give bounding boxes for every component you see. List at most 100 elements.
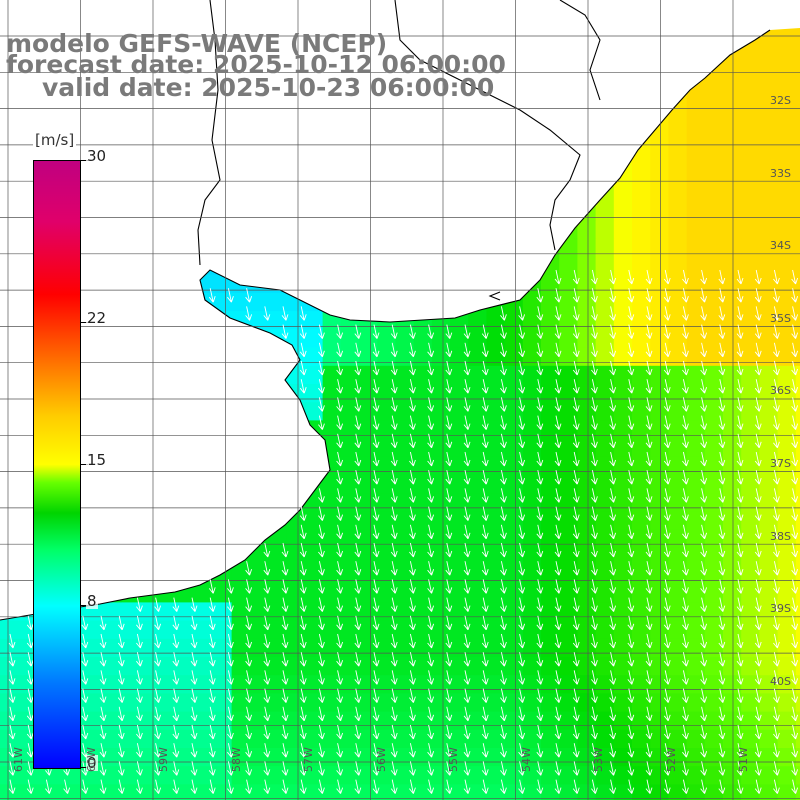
wind-arrow [354,397,362,412]
wind-arrow [318,779,325,794]
wind-arrow [390,324,398,339]
wind-cell [795,566,800,585]
wind-arrow [281,652,289,667]
wind-arrow [299,324,307,339]
wind-arrow [99,652,107,667]
wind-arrow [208,779,216,794]
wind-arrow [718,579,726,594]
wind-arrow [318,743,325,758]
wind-arrow [791,269,799,285]
wind-arrow [372,488,380,503]
wind-arrow [245,615,253,631]
wind-arrow [627,433,635,449]
wind-arrow [99,779,107,794]
wind-arrow [8,743,16,758]
uruguay-southern-brazil-land [0,0,800,620]
wind-arrow [572,451,580,467]
wind-arrow [299,597,307,612]
wind-arrow [281,597,289,612]
wind-cell [231,784,251,800]
wind-cell [632,256,651,276]
wind-arrow [409,324,416,339]
wind-arrow [609,379,617,394]
wind-arrow [81,688,89,703]
wind-arrow [609,433,617,449]
wind-arrow [572,397,580,412]
wind-arrow [718,597,726,612]
wind-arrow [627,451,635,467]
wind-arrow [318,524,325,540]
wind-arrow [227,288,234,303]
wind-arrow [518,743,526,758]
wind-cell [632,165,651,185]
wind-cell [795,638,800,658]
wind-arrow [791,342,799,358]
wind-arrow [682,688,689,703]
wind-arrow [773,433,780,449]
wind-cell [686,165,706,185]
wind-arrow [136,597,143,612]
wind-arrow [281,761,289,776]
wind-arrow [554,761,562,776]
wind-arrow [773,579,780,594]
wind-arrow [481,779,489,794]
wind-arrow [427,488,435,503]
wind-arrow [736,488,744,503]
wind-arrow [281,779,289,794]
wind-arrow [754,724,762,740]
wind-arrow [372,706,380,722]
wind-cell [759,256,779,276]
longitude-label: 57W [302,747,315,772]
longitude-label: 60W [84,747,98,772]
wind-arrow [736,269,744,285]
wind-arrow [500,451,507,467]
wind-cell [686,784,706,800]
wind-arrow [609,506,617,521]
wind-arrow [372,451,380,467]
wind-arrow [354,506,362,521]
wind-arrow [390,379,398,394]
wind-arrow [245,633,253,649]
wind-arrow [26,779,34,794]
wind-arrow [663,561,671,576]
wind-arrow [773,360,780,376]
wind-arrow [500,724,507,740]
wind-arrow [736,743,744,758]
wind-cell [650,147,669,167]
wind-arrow [609,542,617,558]
wind-arrow [754,779,762,794]
wind-arrow [463,324,471,339]
wind-arrow [409,397,416,412]
wind-arrow [281,579,289,594]
wind-arrow [682,415,689,430]
wind-arrow [591,652,598,667]
wind-arrow [500,342,507,358]
wind-arrow [663,706,671,722]
wind-arrow [518,397,526,412]
wind-arrow [245,706,253,722]
wind-arrow [518,306,526,321]
wind-cell [632,183,651,203]
longitude-label: 59W [157,747,170,772]
wind-arrow [390,688,398,703]
wind-arrow [481,415,489,430]
wind-arrow [754,342,762,358]
wind-arrow [591,360,598,376]
wind-arrow [390,342,398,358]
wind-arrow [609,633,617,649]
wind-arrow [736,433,744,449]
wind-arrow [481,579,489,594]
wind-arrow [627,397,635,412]
wind-arrow [463,724,471,740]
wind-arrow [372,415,380,430]
wind-arrow [463,743,471,758]
wind-arrow [736,451,744,467]
wind-arrow [663,415,671,430]
wind-arrow [172,597,180,612]
wind-arrow [136,633,143,649]
wind-arrow [700,288,708,303]
wind-arrow [299,360,307,376]
wind-arrow [463,360,471,376]
wind-arrow [627,269,635,285]
